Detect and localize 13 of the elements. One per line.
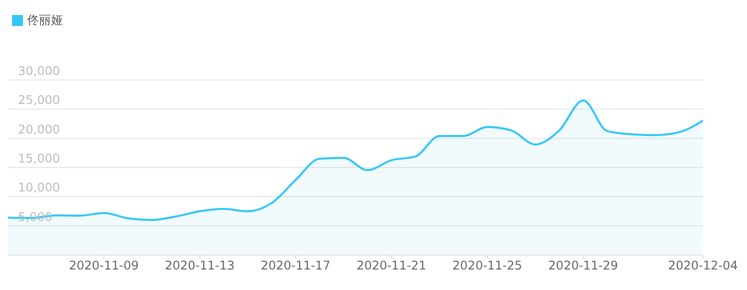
y-tick-label: 10,000 — [18, 180, 60, 195]
y-tick-label: 30,000 — [18, 64, 60, 78]
x-tick-label: 2020-11-17 — [260, 258, 330, 273]
x-tick-label: 2020-11-09 — [68, 258, 139, 273]
x-tick-label: 2020-11-25 — [452, 258, 522, 273]
y-tick-label: 25,000 — [18, 93, 60, 108]
x-tick-label: 2020-11-21 — [356, 258, 426, 273]
legend-label: 佟丽娅 — [27, 13, 63, 27]
x-tick-label: 2020-12-04 — [668, 258, 738, 273]
x-tick-label: 2020-11-29 — [548, 258, 618, 273]
x-tick-label: 2020-11-13 — [164, 258, 235, 273]
y-tick-label: 20,000 — [18, 122, 60, 136]
y-tick-label: 15,000 — [18, 152, 60, 166]
